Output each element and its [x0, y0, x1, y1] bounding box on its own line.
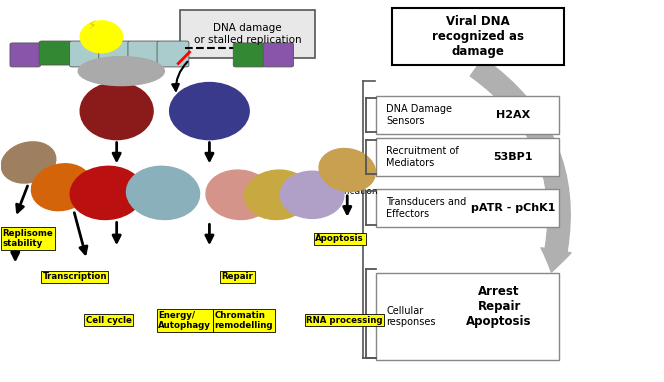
Ellipse shape — [78, 57, 165, 86]
Text: Transcription: Transcription — [42, 272, 107, 281]
Text: Viral DNA
recognized as
damage: Viral DNA recognized as damage — [432, 15, 524, 58]
FancyBboxPatch shape — [376, 189, 558, 227]
FancyBboxPatch shape — [179, 10, 315, 58]
Text: Recruitment of
Mediators: Recruitment of Mediators — [386, 146, 459, 168]
Text: Apoptosis: Apoptosis — [315, 234, 364, 243]
Text: Replisome
stability: Replisome stability — [3, 229, 53, 248]
Text: RNA processing: RNA processing — [306, 316, 382, 325]
Text: } Signal amplification: } Signal amplification — [279, 186, 378, 196]
Text: DNA damage
or stalled replication: DNA damage or stalled replication — [194, 23, 301, 45]
Ellipse shape — [80, 83, 153, 139]
Text: DNA Damage
Sensors: DNA Damage Sensors — [386, 104, 452, 126]
Text: Energy/
Autophagy: Energy/ Autophagy — [159, 311, 211, 330]
FancyBboxPatch shape — [70, 41, 102, 67]
Ellipse shape — [319, 149, 375, 192]
FancyBboxPatch shape — [376, 96, 558, 134]
Ellipse shape — [1, 142, 56, 183]
Text: 53BP1: 53BP1 — [493, 152, 533, 162]
FancyBboxPatch shape — [376, 273, 558, 360]
FancyArrowPatch shape — [470, 58, 571, 272]
Ellipse shape — [127, 166, 200, 220]
Ellipse shape — [31, 164, 92, 210]
FancyArrowPatch shape — [172, 62, 187, 91]
FancyBboxPatch shape — [233, 43, 265, 67]
FancyBboxPatch shape — [128, 41, 160, 67]
Ellipse shape — [70, 166, 143, 220]
Ellipse shape — [170, 83, 249, 139]
Ellipse shape — [280, 171, 344, 219]
FancyBboxPatch shape — [263, 43, 293, 67]
Ellipse shape — [244, 170, 311, 220]
FancyBboxPatch shape — [376, 138, 558, 176]
Text: H2AX: H2AX — [496, 110, 531, 120]
FancyBboxPatch shape — [10, 43, 41, 67]
Text: Arrest
Repair
Apoptosis: Arrest Repair Apoptosis — [466, 285, 532, 328]
FancyBboxPatch shape — [157, 41, 189, 67]
Text: Cell cycle: Cell cycle — [86, 316, 131, 325]
FancyBboxPatch shape — [39, 41, 72, 65]
Text: Cellular
responses: Cellular responses — [386, 306, 436, 327]
Text: Repair: Repair — [221, 272, 253, 281]
Text: Transducers and
Effectors: Transducers and Effectors — [386, 197, 467, 219]
Ellipse shape — [80, 21, 123, 53]
Text: pATR - pChK1: pATR - pChK1 — [471, 203, 555, 213]
Text: ⚡: ⚡ — [88, 19, 96, 32]
FancyBboxPatch shape — [392, 8, 564, 65]
Ellipse shape — [206, 170, 272, 220]
FancyBboxPatch shape — [99, 41, 131, 67]
Text: Chromatin
remodelling: Chromatin remodelling — [214, 311, 273, 330]
